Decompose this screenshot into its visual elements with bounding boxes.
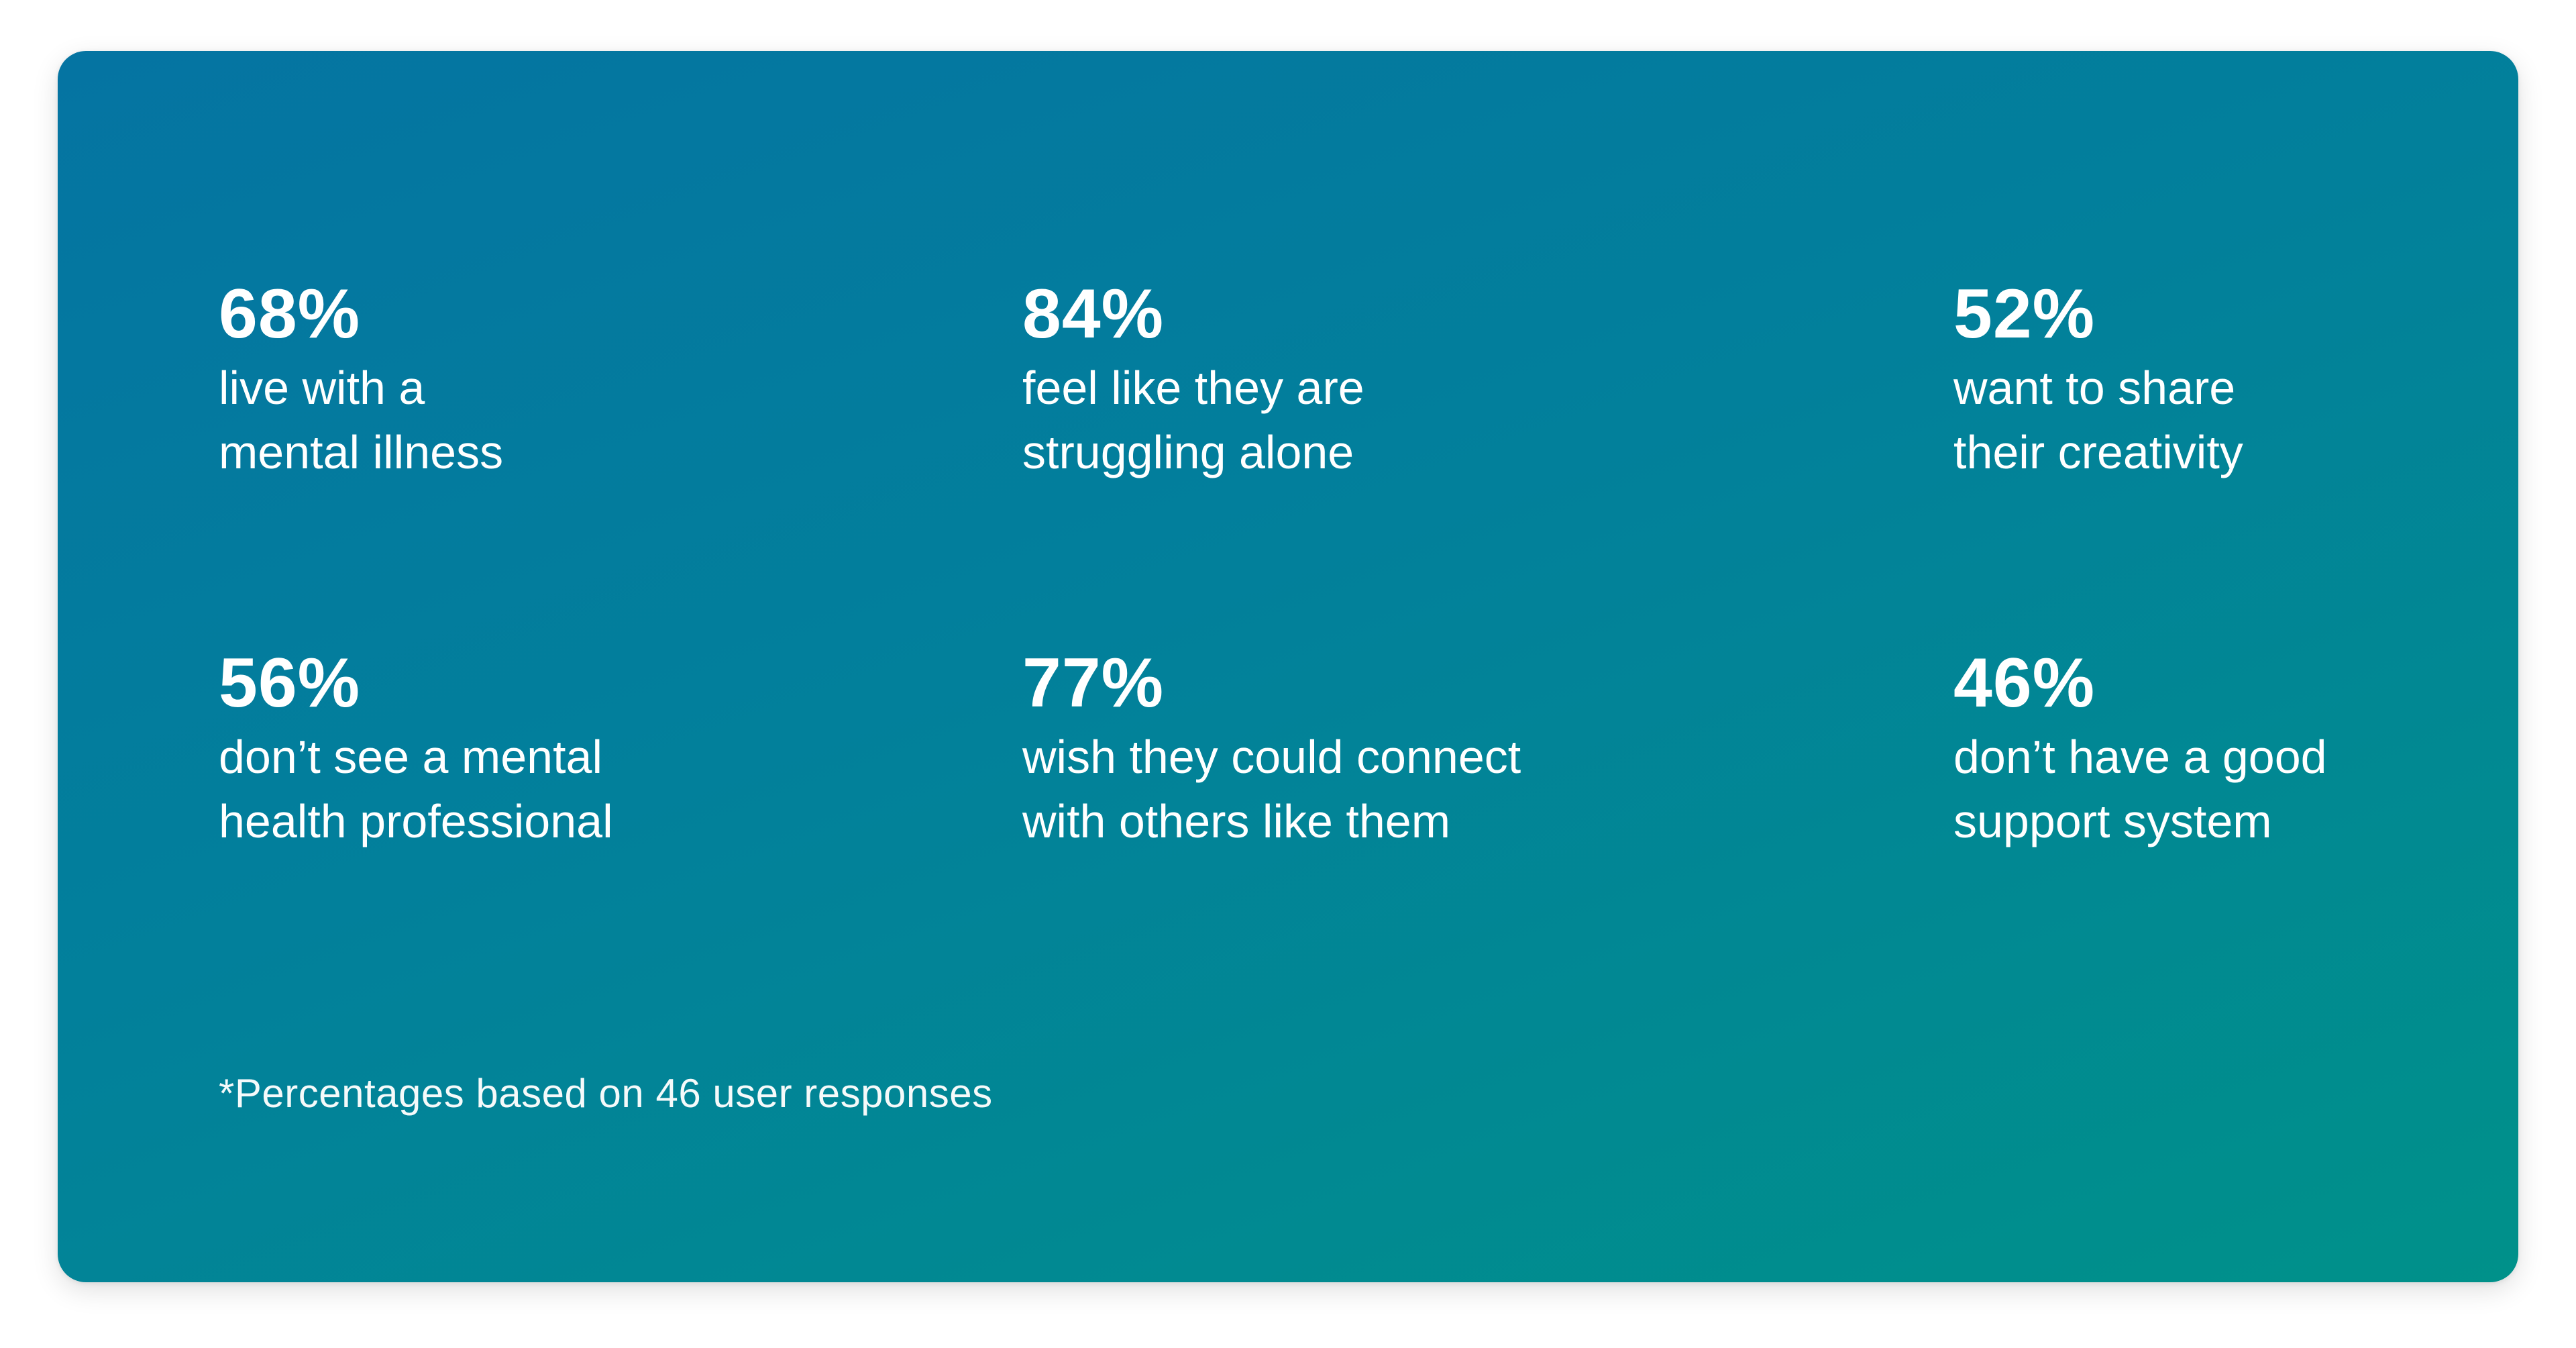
stat-support-system: 46% don’t have a good support system [1953,648,2327,853]
stat-share-creativity: 52% want to share their creativity [1953,279,2243,484]
stats-card: 68% live with a mental illness 84% feel … [58,51,2518,1282]
stat-value: 52% [1953,275,2096,353]
stat-struggling-alone: 84% feel like they are struggling alone [1022,279,1364,484]
stat-value: 56% [219,644,361,722]
stat-no-professional: 56% don’t see a mental health profession… [219,648,613,853]
stat-description: live with a mental illness [219,362,504,478]
stat-mental-illness: 68% live with a mental illness [219,279,503,484]
stat-description: don’t see a mental health professional [219,731,613,847]
stat-description: wish they could connect with others like… [1022,731,1521,847]
stat-value: 46% [1953,644,2096,722]
footnote: *Percentages based on 46 user responses [219,1071,993,1116]
stat-value: 84% [1022,275,1165,353]
stat-connect-others: 77% wish they could connect with others … [1022,648,1521,853]
stat-description: want to share their creativity [1953,362,2243,478]
stat-description: feel like they are struggling alone [1022,362,1364,478]
stat-value: 68% [219,275,361,353]
stat-value: 77% [1022,644,1165,722]
stat-description: don’t have a good support system [1953,731,2327,847]
